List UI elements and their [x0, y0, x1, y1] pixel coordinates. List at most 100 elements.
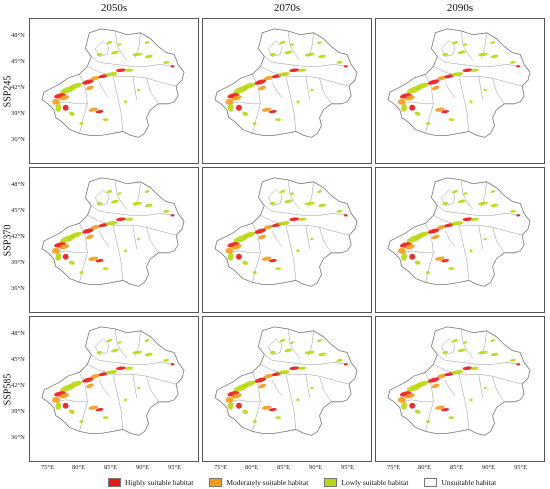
prefecture-border: [98, 231, 110, 248]
habitat-patch: [427, 377, 440, 383]
prefecture-border: [260, 364, 350, 385]
lat-label: 39°N: [11, 408, 25, 415]
habitat-patch: [263, 224, 274, 230]
habitat-patch: [397, 396, 406, 403]
lat-label: 45°N: [11, 356, 25, 363]
habitat-patch: [268, 109, 277, 114]
lon-label: 95°E: [168, 464, 182, 471]
prefecture-border: [458, 76, 470, 132]
habitat-patch: [427, 79, 440, 85]
habitat-patch: [90, 75, 101, 81]
habitat-patch: [227, 103, 234, 112]
prefecture-border: [440, 40, 456, 57]
prefecture-border: [264, 354, 348, 365]
habitat-patch: [170, 65, 175, 68]
habitat-patch: [137, 386, 141, 390]
habitat-patch: [125, 68, 134, 72]
habitat-patch: [137, 237, 141, 241]
prefecture-border: [267, 40, 283, 57]
prefecture-border: [271, 380, 283, 397]
prefecture-border: [437, 205, 521, 216]
habitat-patch: [509, 60, 516, 64]
column-header-2090s: 2090s: [446, 2, 474, 14]
habitat-patch: [82, 79, 94, 85]
lat-label: 48°N: [11, 181, 25, 188]
legend-label-unsuitable: Unsuitable habitat: [441, 478, 497, 487]
habitat-patch: [62, 402, 69, 409]
prefecture-border: [401, 399, 434, 403]
prefecture-border: [94, 189, 110, 206]
habitat-patch: [105, 370, 118, 375]
prefecture-border: [87, 215, 177, 236]
prefecture-border: [267, 189, 283, 206]
prefecture-border: [285, 225, 297, 281]
habitat-patch: [268, 407, 277, 412]
habitat-patch: [106, 189, 113, 194]
prefecture-border: [132, 76, 137, 100]
lon-label: 85°E: [277, 464, 291, 471]
habitat-patch: [451, 72, 464, 77]
habitat-patch: [343, 363, 348, 366]
prefecture-border: [87, 364, 177, 385]
prefecture-border: [146, 78, 159, 104]
habitat-patch: [225, 396, 234, 403]
habitat-patch: [252, 271, 257, 275]
column-header-2050s: 2050s: [100, 2, 128, 14]
habitat-patch: [310, 88, 314, 92]
habitat-patch: [409, 402, 416, 409]
prefecture-border: [228, 399, 261, 403]
habitat-patch: [95, 408, 104, 412]
habitat-patch: [275, 416, 282, 419]
prefecture-border: [460, 179, 474, 210]
habitat-patch: [318, 203, 326, 208]
habitat-patch: [236, 402, 242, 409]
habitat-patch: [278, 72, 290, 77]
legend-item-low: Lowly suitable habitat: [324, 478, 408, 487]
habitat-patch: [62, 104, 69, 111]
lat-label: 36°N: [11, 285, 25, 292]
region-outline: [214, 326, 358, 436]
habitat-patch: [69, 260, 75, 265]
habitat-patch: [88, 405, 99, 410]
prefecture-border: [112, 76, 124, 132]
habitat-patch: [278, 370, 290, 375]
habitat-patch: [117, 341, 122, 344]
habitat-patch: [123, 100, 127, 104]
habitat-patch: [448, 267, 455, 270]
habitat-patch: [144, 54, 153, 59]
region-outline: [41, 326, 185, 436]
habitat-patch: [102, 416, 109, 419]
lon-label: 80°E: [245, 464, 259, 471]
habitat-patch: [86, 85, 94, 91]
habitat-patch: [68, 380, 83, 388]
habitat-patch: [275, 118, 282, 121]
habitat-patch: [106, 40, 113, 45]
habitat-patch: [415, 380, 429, 388]
habitat-patch: [405, 244, 415, 250]
prefecture-border: [94, 40, 110, 57]
habitat-patch: [457, 50, 466, 55]
prefecture-border: [91, 354, 175, 365]
habitat-patch: [242, 409, 249, 414]
habitat-patch: [231, 95, 242, 101]
habitat-patch: [242, 231, 256, 239]
prefecture-border: [433, 364, 523, 385]
prefecture-border: [444, 231, 456, 248]
prefecture-border: [319, 78, 332, 104]
prefecture-border: [267, 338, 283, 355]
habitat-patch: [427, 228, 440, 234]
habitat-patch: [95, 110, 104, 114]
prefecture-border: [444, 380, 456, 397]
habitat-patch: [254, 377, 267, 383]
habitat-patch: [435, 107, 445, 112]
habitat-patch: [462, 217, 473, 222]
prefecture-border: [460, 30, 474, 61]
habitat-patch: [115, 68, 126, 73]
habitat-patch: [55, 103, 62, 112]
prefecture-border: [492, 376, 505, 402]
habitat-patch: [343, 214, 348, 217]
habitat-patch: [441, 259, 450, 263]
lon-label: 75°E: [214, 464, 228, 471]
habitat-patch: [263, 75, 274, 81]
habitat-patch: [478, 350, 488, 355]
